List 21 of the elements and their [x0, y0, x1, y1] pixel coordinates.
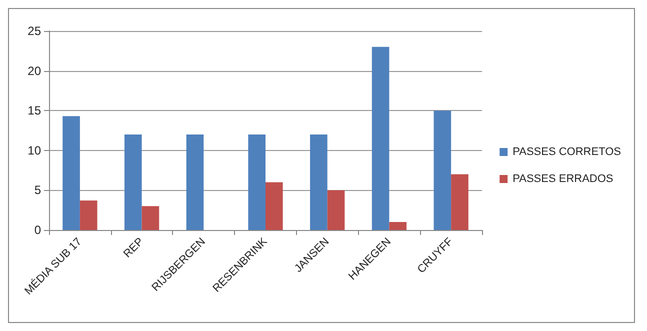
- bar: [327, 190, 345, 230]
- bar: [186, 134, 204, 230]
- y-tick-label: 5: [34, 183, 42, 198]
- y-tick-label: 10: [28, 143, 42, 158]
- bar: [142, 206, 160, 230]
- bar: [62, 116, 80, 230]
- bar: [266, 182, 283, 230]
- legend-label: PASSES CORRETOS: [512, 146, 622, 158]
- y-tick-label: 25: [28, 24, 42, 38]
- y-tick-label: 20: [28, 64, 42, 78]
- bar: [124, 134, 142, 230]
- bar: [451, 174, 468, 230]
- bar: [434, 110, 452, 230]
- bar: [389, 222, 407, 230]
- legend-label: PASSES ERRADOS: [512, 173, 614, 185]
- y-tick-label: 15: [28, 104, 42, 118]
- bar: [310, 134, 328, 230]
- bar: [80, 200, 98, 230]
- bar: [372, 46, 390, 230]
- bar: [248, 134, 266, 230]
- y-tick-label: 0: [34, 223, 42, 237]
